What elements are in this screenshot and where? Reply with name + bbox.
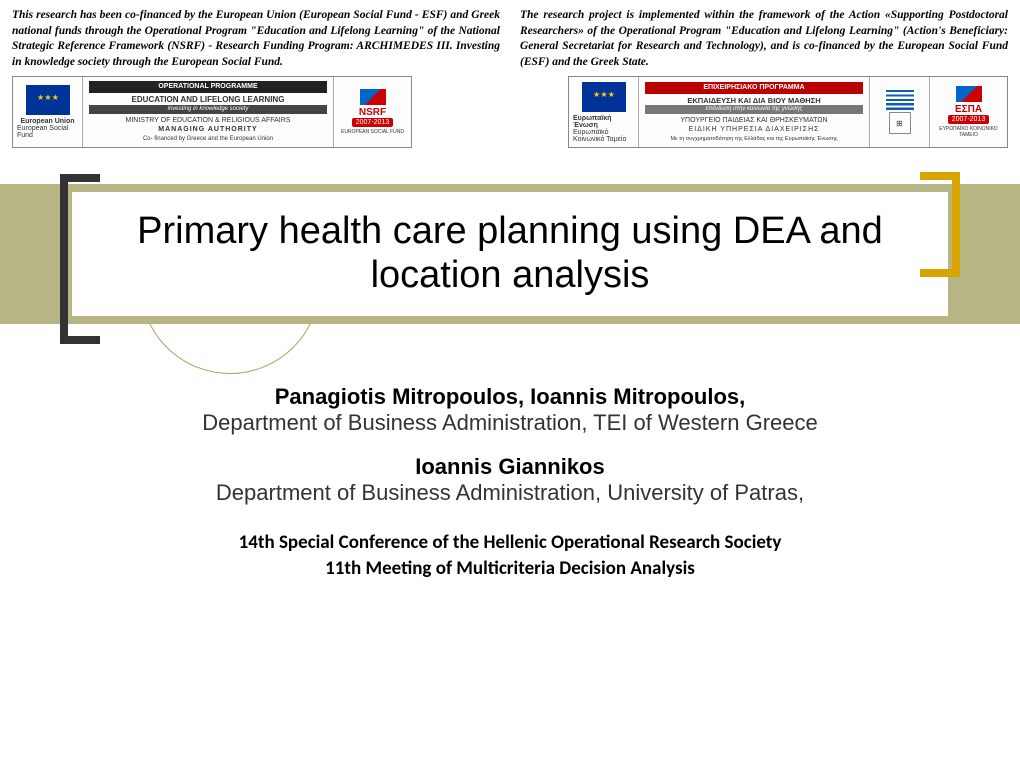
title-region: Primary health care planning using DEA a… xyxy=(0,154,1020,344)
greek-emblem-box: ⊞ xyxy=(869,77,929,147)
eu-label: European Union xyxy=(20,118,74,125)
author-names-1: Panagiotis Mitropoulos, Ioannis Mitropou… xyxy=(60,384,960,410)
ministry-line: MINISTRY OF EDUCATION & RELIGIOUS AFFAIR… xyxy=(89,117,327,125)
ministry-line-gr: ΥΠΟΥΡΓΕΙΟ ΠΑΙΔΕΙΑΣ ΚΑΙ ΘΡΗΣΚΕΥΜΑΤΩΝ xyxy=(645,117,863,125)
conference-line-1: 14th Special Conference of the Hellenic … xyxy=(0,530,1020,556)
eu-flag-icon xyxy=(26,85,70,115)
espa-years: 2007-2013 xyxy=(948,115,989,124)
eu-flag-box-gr: Ευρωπαϊκή Ένωση Ευρωπαϊκό Κοινωνικό Ταμε… xyxy=(569,77,639,147)
cofinance-line-gr: Με τη συγχρηματοδότηση της Ελλάδας και τ… xyxy=(645,136,863,143)
logo-block-nsrf-en: European Union European Social Fund OPER… xyxy=(12,76,412,148)
nsrf-box: NSRF 2007-2013 EUROPEAN SOCIAL FUND xyxy=(333,77,411,147)
op-title-gr: ΕΚΠΑΙΔΕΥΣΗ ΚΑΙ ΔΙΑ ΒΙΟΥ ΜΑΘΗΣΗ xyxy=(645,96,863,105)
espa-label: ΕΣΠΑ xyxy=(955,104,982,115)
cofinance-line: Co- financed by Greece and the European … xyxy=(89,136,327,143)
espa-box: ΕΣΠΑ 2007-2013 ΕΥΡΩΠΑΪΚΟ ΚΟΙΝΩΝΙΚΟ ΤΑΜΕΙ… xyxy=(929,77,1007,147)
bracket-right-icon xyxy=(920,172,960,277)
logos-row: European Union European Social Fund OPER… xyxy=(0,74,1020,154)
espa-icon xyxy=(956,86,982,102)
op-banner-gr: ΕΠΙΧΕΙΡΗΣΙΑΚΟ ΠΡΟΓΡΑΜΜΑ xyxy=(645,82,863,94)
conference-line-2: 11th Meeting of Multicriteria Decision A… xyxy=(0,556,1020,582)
eu-sublabel: European Social Fund xyxy=(17,125,78,139)
op-tag: investing in knowledge society xyxy=(89,105,327,114)
gsrt-icon: ⊞ xyxy=(889,112,911,134)
nsrf-icon xyxy=(360,89,386,105)
title-box: Primary health care planning using DEA a… xyxy=(72,192,948,316)
op-banner: OPERATIONAL PROGRAMME xyxy=(89,81,327,93)
funding-right-paragraph: The research project is implemented with… xyxy=(520,8,1008,70)
op-programme-box-gr: ΕΠΙΧΕΙΡΗΣΙΑΚΟ ΠΡΟΓΡΑΜΜΑ ΕΚΠΑΙΔΕΥΣΗ ΚΑΙ Δ… xyxy=(639,77,869,147)
nsrf-label: NSRF xyxy=(359,107,386,118)
authority-line: MANAGING AUTHORITY xyxy=(89,126,327,134)
op-title: EDUCATION AND LIFELONG LEARNING xyxy=(89,95,327,105)
eu-flag-box: European Union European Social Fund xyxy=(13,77,83,147)
author-affiliation-1: Department of Business Administration, T… xyxy=(60,410,960,436)
eu-flag-icon xyxy=(582,82,626,112)
author-names-2: Ioannis Giannikos xyxy=(60,454,960,480)
funding-left-paragraph: This research has been co-financed by th… xyxy=(12,8,500,70)
eu-label-gr: Ευρωπαϊκή Ένωση xyxy=(573,115,634,129)
conference-block: 14th Special Conference of the Hellenic … xyxy=(0,530,1020,581)
nsrf-sub: EUROPEAN SOCIAL FUND xyxy=(341,129,404,135)
bracket-left-icon xyxy=(60,174,100,344)
authority-line-gr: ΕΙΔΙΚΗ ΥΠΗΡΕΣΙΑ ΔΙΑΧΕΙΡΙΣΗΣ xyxy=(645,126,863,134)
greek-flag-icon xyxy=(886,90,914,110)
logo-block-espa-gr: Ευρωπαϊκή Ένωση Ευρωπαϊκό Κοινωνικό Ταμε… xyxy=(568,76,1008,148)
nsrf-years: 2007-2013 xyxy=(352,118,393,127)
author-affiliation-2: Department of Business Administration, U… xyxy=(60,480,960,506)
eu-sublabel-gr: Ευρωπαϊκό Κοινωνικό Ταμείο xyxy=(573,129,634,143)
op-tag-gr: επένδυση στην κοινωνία της γνώσης xyxy=(645,105,863,114)
authors-block: Panagiotis Mitropoulos, Ioannis Mitropou… xyxy=(0,384,1020,506)
op-programme-box: OPERATIONAL PROGRAMME EDUCATION AND LIFE… xyxy=(83,77,333,147)
funding-text-row: This research has been co-financed by th… xyxy=(0,0,1020,74)
espa-sub: ΕΥΡΩΠΑΪΚΟ ΚΟΙΝΩΝΙΚΟ ΤΑΜΕΙΟ xyxy=(934,126,1003,138)
presentation-title: Primary health care planning using DEA a… xyxy=(92,210,928,297)
